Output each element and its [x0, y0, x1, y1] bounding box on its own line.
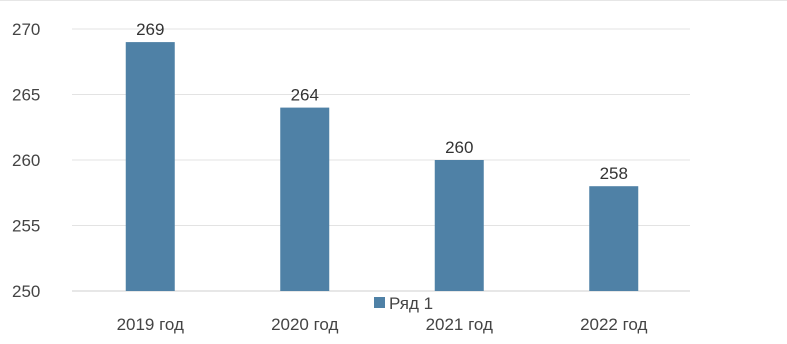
- legend: Ряд 1: [374, 294, 433, 313]
- legend-label-series-1: Ряд 1: [389, 294, 433, 313]
- x-tick-label: 2022 год: [580, 315, 647, 334]
- data-labels: 269 264 260 258: [136, 20, 628, 183]
- data-label: 264: [291, 86, 319, 105]
- y-tick-label: 260: [12, 151, 40, 170]
- bar: [280, 107, 330, 291]
- chart-top-border: [0, 0, 787, 1]
- y-tick-label: 250: [12, 282, 40, 301]
- y-tick-label: 265: [12, 86, 40, 105]
- x-axis: 2019 год 2020 год 2021 год 2022 год: [117, 315, 648, 334]
- bar: [589, 186, 639, 291]
- gridlines: [72, 28, 690, 292]
- data-label: 260: [445, 138, 473, 157]
- x-tick-label: 2019 год: [117, 315, 184, 334]
- y-tick-label: 270: [12, 20, 40, 39]
- y-tick-label: 255: [12, 217, 40, 236]
- y-axis: 250 255 260 265 270: [12, 20, 40, 301]
- data-label: 269: [136, 20, 164, 39]
- x-tick-label: 2021 год: [426, 315, 493, 334]
- legend-swatch-series-1: [374, 297, 385, 308]
- x-tick-label: 2020 год: [271, 315, 338, 334]
- data-label: 258: [600, 164, 628, 183]
- bars: [125, 42, 639, 291]
- bar: [125, 42, 175, 291]
- bar: [434, 160, 484, 291]
